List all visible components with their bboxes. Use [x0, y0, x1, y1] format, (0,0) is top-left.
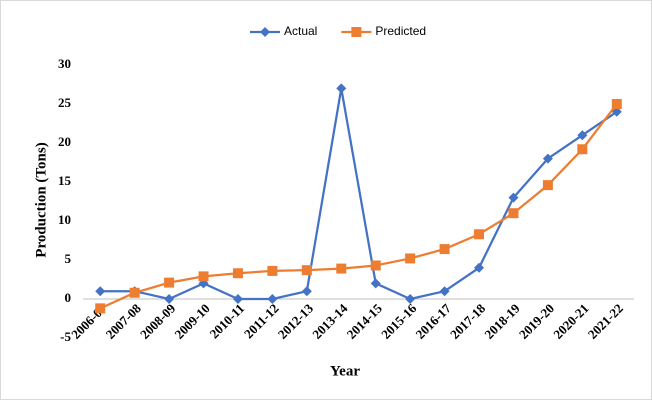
y-tick-label: 30: [58, 56, 71, 71]
series-line: [100, 88, 618, 301]
marker: [351, 27, 362, 37]
y-tick-label: 25: [58, 95, 72, 110]
x-axis-label: Year: [330, 363, 360, 379]
marker: [129, 287, 140, 298]
y-axis-label: Production (Tons): [33, 142, 49, 257]
marker: [164, 277, 175, 288]
y-tick-label: 15: [58, 173, 72, 188]
marker: [260, 27, 270, 37]
marker: [474, 262, 485, 273]
marker: [370, 278, 381, 289]
marker: [474, 229, 485, 240]
marker: [336, 263, 347, 274]
marker: [542, 180, 553, 191]
y-tick-label: 10: [58, 212, 71, 227]
series-line: [99, 103, 618, 310]
marker: [301, 265, 312, 276]
marker: [405, 253, 416, 264]
marker: [508, 192, 519, 203]
y-tick-label: 20: [58, 134, 71, 149]
marker: [198, 271, 209, 282]
marker: [232, 294, 243, 304]
marker: [439, 286, 450, 297]
marker: [577, 144, 588, 155]
marker: [164, 294, 175, 304]
marker: [267, 294, 278, 304]
y-tick-label: -5: [60, 329, 71, 344]
marker: [95, 286, 106, 297]
marker: [95, 303, 106, 314]
marker: [267, 265, 278, 276]
legend-label: Actual: [284, 24, 317, 38]
marker: [611, 106, 622, 117]
y-tick-label: 0: [65, 290, 72, 305]
marker: [336, 83, 347, 94]
marker: [611, 99, 622, 109]
marker: [301, 286, 312, 297]
marker: [405, 294, 416, 304]
y-tick-label: 5: [65, 251, 72, 266]
legend-label: Predicted: [375, 24, 426, 38]
marker: [508, 208, 519, 219]
marker: [577, 130, 588, 141]
marker: [232, 268, 243, 279]
marker: [439, 244, 450, 255]
marker: [370, 260, 381, 271]
marker: [542, 153, 553, 164]
